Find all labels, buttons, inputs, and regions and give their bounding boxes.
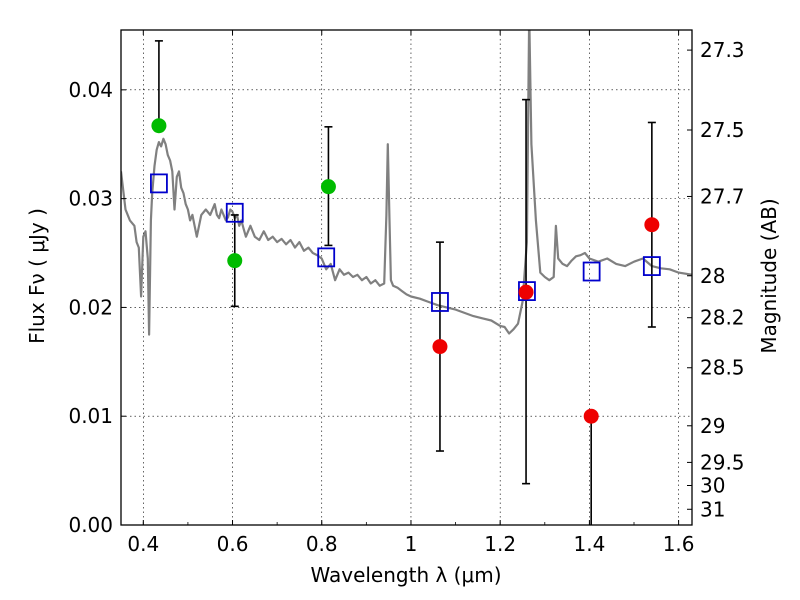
model-square-point	[150, 173, 168, 194]
y2-axis-label: Magnitude (AB)	[757, 198, 781, 353]
y-axis-label: Flux Fν ( μJy )	[25, 208, 49, 344]
y-axis-label-text: Flux Fν ( μJy )	[25, 208, 49, 344]
y-tick-label: 0.04	[68, 78, 113, 102]
y2-tick-label: 27.7	[700, 184, 745, 208]
red-data-point	[583, 408, 599, 424]
y2-tick-label: 29	[700, 414, 725, 438]
model-square-point	[317, 247, 336, 268]
y-tick-label: 0.00	[68, 513, 113, 537]
y2-tick-label: 28.2	[700, 306, 745, 330]
green-data-point	[151, 118, 167, 134]
plot-frame	[120, 29, 693, 526]
x-tick-label: 1.6	[663, 532, 695, 556]
green-data-point	[320, 179, 336, 195]
axis-ticks: 0.4 0.6 0.8 1 1.2 1.4 1.6 0.00 0.01 0.02 0.03 0.04 2…	[68, 30, 745, 556]
y2-tick-label: 27.3	[700, 38, 745, 62]
x-axis-label: Wavelength λ (μm)	[310, 563, 501, 587]
red-data-point	[432, 339, 448, 355]
x-tick-label: 1.4	[573, 532, 605, 556]
y2-tick-label: 31	[700, 497, 725, 521]
model-square-point	[582, 261, 601, 282]
x-tick-label: 1.2	[484, 532, 516, 556]
y-tick-label: 0.02	[68, 295, 113, 319]
y-tick-label: 0.03	[68, 187, 113, 211]
x-tick-label: 0.6	[217, 532, 249, 556]
y2-tick-label: 27.5	[700, 118, 745, 142]
x-tick-label: 0.4	[127, 532, 159, 556]
model-square-point	[431, 292, 449, 312]
red-data-point	[518, 284, 534, 300]
y2-tick-label: 28.5	[700, 356, 745, 380]
model-square-point	[225, 202, 244, 223]
red-data-point	[644, 217, 660, 233]
x-tick-label: 1	[405, 532, 418, 556]
x-axis-label-text: Wavelength λ (μm)	[310, 563, 501, 587]
grid	[121, 30, 692, 526]
model-square-point	[642, 256, 661, 276]
x-tick-label: 0.8	[306, 532, 338, 556]
spectrum-line	[121, 30, 692, 336]
y2-axis-label-text: Magnitude (AB)	[757, 198, 781, 353]
y2-tick-label: 28	[700, 264, 725, 288]
y2-tick-label: 29.5	[700, 450, 745, 474]
y-tick-label: 0.01	[68, 404, 113, 428]
green-data-point	[227, 253, 243, 269]
y2-tick-label: 30	[700, 474, 725, 498]
plot-area	[121, 30, 692, 525]
